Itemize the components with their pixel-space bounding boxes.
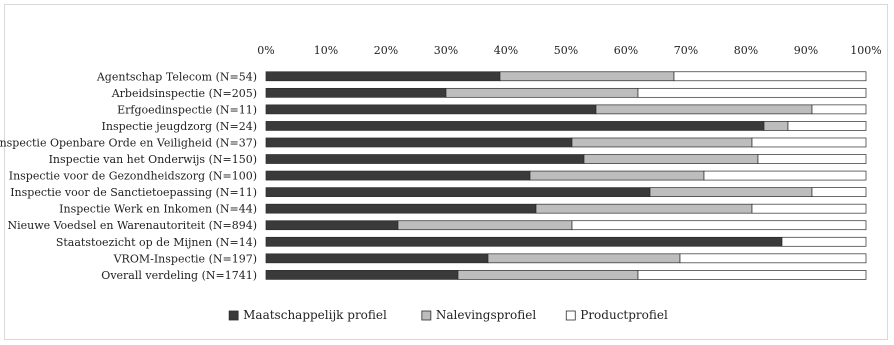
legend-swatch bbox=[228, 310, 239, 321]
bar-segment-3 bbox=[811, 104, 867, 115]
bar-segment-1 bbox=[265, 187, 651, 197]
x-tick-label: 80% bbox=[734, 44, 758, 57]
bar-segment-2 bbox=[763, 121, 789, 131]
bar-segment-1 bbox=[265, 236, 783, 247]
x-tick-label: 0% bbox=[257, 44, 274, 57]
x-tick-label: 50% bbox=[554, 44, 578, 57]
x-tick-label: 100% bbox=[850, 44, 881, 57]
x-axis-ticks: 0% 10% 20% 30% 40% 50% 60% 70% 80% 90% 100% bbox=[257, 44, 881, 57]
category-label: Inspectie voor de Sanctietoepassing (N=1… bbox=[10, 186, 257, 199]
bars bbox=[265, 71, 867, 280]
x-tick-label: 20% bbox=[374, 44, 398, 57]
bar-segment-1 bbox=[265, 137, 573, 148]
category-label: Inspectie jeugdzorg (N=24) bbox=[102, 120, 257, 133]
bar-segment-1 bbox=[265, 253, 489, 264]
category-labels: Agentschap Telecom (N=54) Arbeidsinspecti… bbox=[0, 70, 257, 282]
category-label: Inspectie Openbare Orde en Veiligheid (N… bbox=[0, 136, 257, 149]
legend-swatch bbox=[421, 310, 432, 321]
category-label: Overall verdeling (N=1741) bbox=[101, 269, 257, 282]
category-label: VROM-Inspectie (N=197) bbox=[113, 252, 257, 265]
bar-segment-3 bbox=[679, 253, 867, 264]
bar-segment-3 bbox=[751, 137, 867, 148]
bar-segment-2 bbox=[595, 104, 813, 115]
bar-segment-3 bbox=[811, 187, 867, 197]
bar-segment-3 bbox=[757, 154, 867, 164]
bar-segment-2 bbox=[529, 170, 705, 181]
legend-label: Productprofiel bbox=[580, 308, 668, 322]
bar-segment-1 bbox=[265, 170, 531, 181]
legend-label: Maatschappelijk profiel bbox=[243, 308, 387, 322]
x-tick-label: 10% bbox=[314, 44, 338, 57]
bar-segment-2 bbox=[583, 154, 759, 164]
bar-segment-1 bbox=[265, 203, 537, 214]
bar-segment-2 bbox=[571, 137, 753, 148]
bar-segment-3 bbox=[673, 71, 867, 82]
bar-segment-1 bbox=[265, 121, 765, 131]
category-label: Agentschap Telecom (N=54) bbox=[96, 70, 257, 83]
category-label: Arbeidsinspectie (N=205) bbox=[111, 87, 257, 100]
bar-segment-2 bbox=[535, 203, 753, 214]
category-label: Inspectie Werk en Inkomen (N=44) bbox=[59, 203, 257, 216]
category-label: Inspectie van het Onderwijs (N=150) bbox=[49, 153, 257, 166]
bar-segment-3 bbox=[703, 170, 867, 181]
x-tick-label: 30% bbox=[434, 44, 458, 57]
bar-segment-2 bbox=[487, 253, 681, 264]
bar-segment-3 bbox=[787, 121, 867, 131]
x-tick-label: 60% bbox=[614, 44, 638, 57]
bar-segment-3 bbox=[637, 270, 867, 280]
bar-segment-2 bbox=[397, 220, 573, 231]
category-label: Staatstoezicht op de Mijnen (N=14) bbox=[56, 236, 257, 249]
category-label: Nieuwe Voedsel en Warenautoriteit (N=894… bbox=[7, 219, 257, 232]
category-label: Inspectie voor de Gezondheidszorg (N=100… bbox=[9, 170, 257, 183]
x-tick-label: 40% bbox=[494, 44, 518, 57]
bar-segment-1 bbox=[265, 104, 597, 115]
bar-segment-3 bbox=[571, 220, 867, 231]
bar-segment-2 bbox=[499, 71, 675, 82]
bar-segment-3 bbox=[751, 203, 867, 214]
bar-segment-3 bbox=[781, 236, 867, 247]
bar-segment-3 bbox=[637, 87, 867, 98]
x-tick-label: 70% bbox=[674, 44, 698, 57]
bar-segment-1 bbox=[265, 87, 447, 98]
bar-segment-1 bbox=[265, 154, 585, 164]
bar-segment-2 bbox=[457, 270, 639, 280]
bar-segment-2 bbox=[445, 87, 639, 98]
bar-segment-1 bbox=[265, 71, 501, 82]
legend-swatch bbox=[565, 310, 576, 321]
legend: Maatschappelijk profiel Nalevingsprofiel P… bbox=[228, 308, 668, 322]
x-tick-label: 90% bbox=[794, 44, 818, 57]
category-label: Erfgoedinspectie (N=11) bbox=[117, 103, 257, 116]
legend-label: Nalevingsprofiel bbox=[436, 308, 537, 322]
bar-segment-1 bbox=[265, 220, 399, 231]
bar-segment-2 bbox=[649, 187, 813, 197]
bar-segment-1 bbox=[265, 270, 459, 280]
